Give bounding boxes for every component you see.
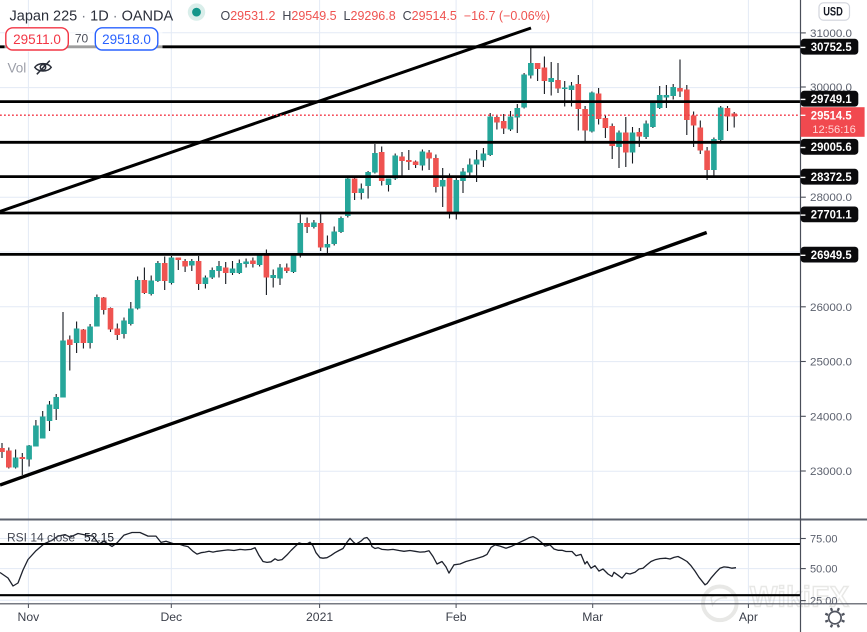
- svg-text:Feb: Feb: [446, 610, 467, 624]
- svg-text:52.15: 52.15: [84, 531, 114, 545]
- svg-text:30752.5: 30752.5: [811, 40, 852, 54]
- svg-text:75.00: 75.00: [810, 534, 838, 546]
- svg-text:Vol: Vol: [8, 60, 27, 75]
- svg-text:25000.0: 25000.0: [810, 357, 852, 369]
- svg-text:USD: USD: [823, 7, 843, 19]
- svg-text:31000.0: 31000.0: [810, 28, 852, 40]
- svg-text:Mar: Mar: [582, 610, 603, 624]
- svg-text:29514.5: 29514.5: [811, 109, 852, 123]
- svg-text:Nov: Nov: [18, 610, 41, 624]
- svg-text:70: 70: [75, 32, 89, 46]
- svg-text:23000.0: 23000.0: [810, 466, 852, 478]
- svg-text:24000.0: 24000.0: [810, 411, 852, 423]
- svg-text:WikiFX: WikiFX: [750, 582, 850, 614]
- svg-text:28000.0: 28000.0: [810, 192, 852, 204]
- svg-text:28372.5: 28372.5: [811, 170, 852, 184]
- svg-text:12:56:16: 12:56:16: [812, 124, 856, 136]
- svg-text:29749.1: 29749.1: [811, 92, 852, 106]
- svg-text:29511.0: 29511.0: [13, 32, 61, 47]
- svg-text:Dec: Dec: [160, 610, 182, 624]
- svg-text:26000.0: 26000.0: [810, 302, 852, 314]
- svg-text:Japan 225 · 1D · OANDA: Japan 225 · 1D · OANDA: [10, 8, 174, 24]
- svg-text:26949.5: 26949.5: [811, 248, 852, 262]
- svg-text:25.00: 25.00: [810, 596, 838, 608]
- svg-text:2021: 2021: [306, 610, 333, 624]
- svg-text:29518.0: 29518.0: [102, 32, 151, 47]
- svg-text:Apr: Apr: [739, 610, 758, 624]
- svg-text:29005.6: 29005.6: [811, 140, 852, 154]
- svg-text:O29531.2 H29549.5 L29296.8: O29531.2 H29549.5 L29296.8 C29514.5 −16.…: [221, 9, 550, 23]
- svg-text:50.00: 50.00: [810, 564, 838, 576]
- svg-text:27701.1: 27701.1: [811, 208, 852, 222]
- svg-text:RSI 14 close: RSI 14 close: [7, 531, 75, 545]
